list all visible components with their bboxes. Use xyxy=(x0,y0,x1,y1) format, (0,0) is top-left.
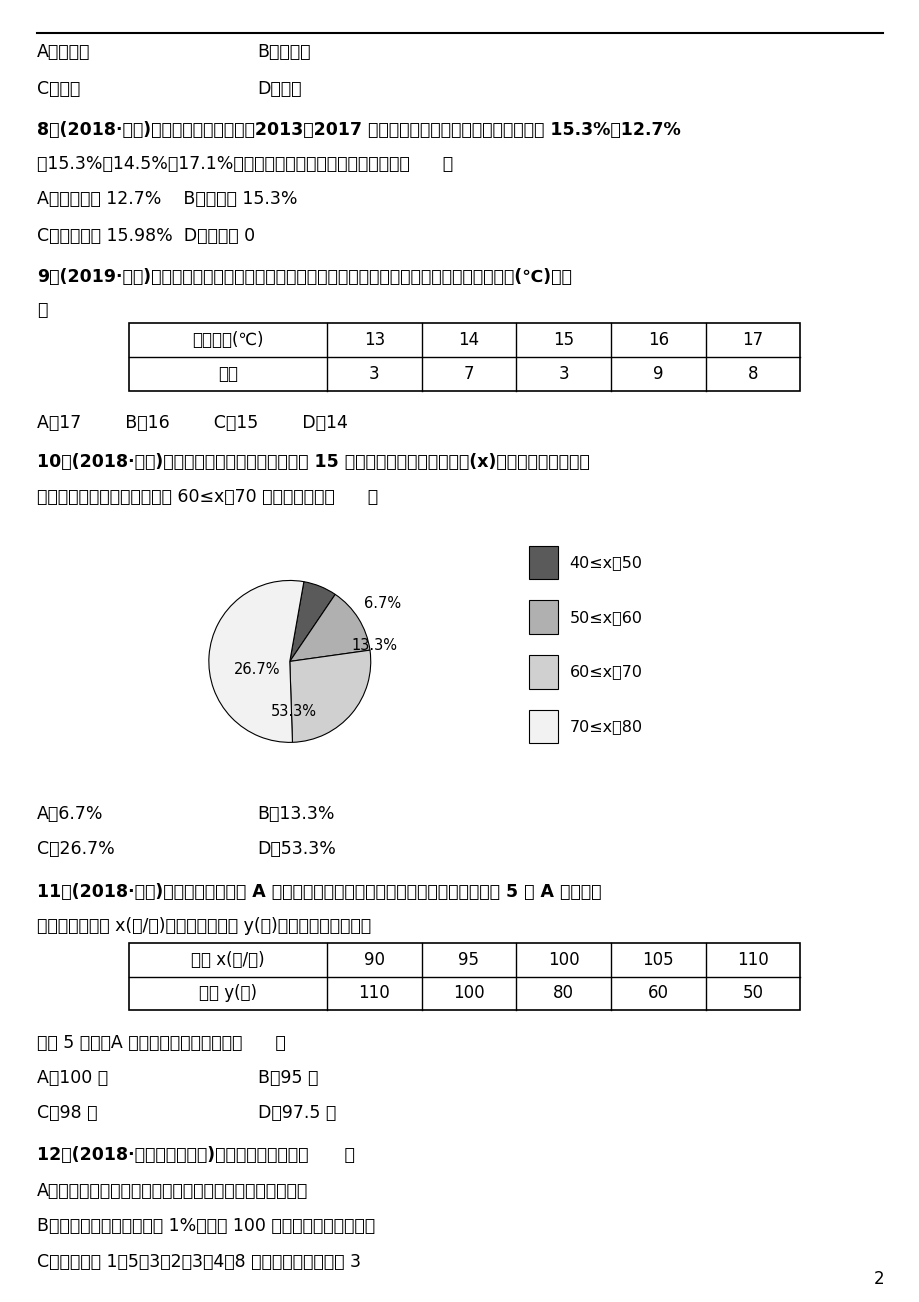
Text: B．13.3%: B．13.3% xyxy=(257,805,335,823)
Text: 售价 x(元/件): 售价 x(元/件) xyxy=(191,950,265,969)
Text: 3: 3 xyxy=(369,365,380,383)
Text: 17: 17 xyxy=(742,331,763,349)
Text: 12．(2018·昆明盘龙区一模)下列说法正确的是（      ）: 12．(2018·昆明盘龙区一模)下列说法正确的是（ ） xyxy=(37,1146,355,1164)
Text: 则这 5 天中，A 产品平均每件的售价为（      ）: 则这 5 天中，A 产品平均每件的售价为（ ） xyxy=(37,1034,285,1052)
Text: 13: 13 xyxy=(363,331,384,349)
Text: D．方差: D．方差 xyxy=(257,79,301,98)
Text: B．95 元: B．95 元 xyxy=(257,1069,318,1087)
Text: 60: 60 xyxy=(647,984,668,1003)
Text: B．某种彩票的中奖机会是 1%，则买 100 张这种彩票一定会中奖: B．某种彩票的中奖机会是 1%，则买 100 张这种彩票一定会中奖 xyxy=(37,1217,375,1236)
Text: 60≤x＜70: 60≤x＜70 xyxy=(569,664,641,680)
Text: 16: 16 xyxy=(647,331,668,349)
Bar xyxy=(528,600,558,634)
Text: 105: 105 xyxy=(641,950,674,969)
Wedge shape xyxy=(289,595,369,661)
Text: C．98 元: C．98 元 xyxy=(37,1104,97,1122)
Text: 15: 15 xyxy=(552,331,573,349)
Text: 2: 2 xyxy=(872,1269,883,1288)
Text: 8．(2018·河南)河南省旅游资源丰富，2013～2017 年旅游收入不断增长，同比增速分别为 15.3%，12.7%: 8．(2018·河南)河南省旅游资源丰富，2013～2017 年旅游收入不断增长… xyxy=(37,121,680,139)
Bar xyxy=(129,943,800,1010)
Text: 14: 14 xyxy=(458,331,479,349)
Text: 销量 y(件): 销量 y(件) xyxy=(199,984,256,1003)
Text: 9．(2019·原创)据统计，某市今年十一月份日平均气温的分布情况如下表，其中频数最高的气温(℃)是（: 9．(2019·原创)据统计，某市今年十一月份日平均气温的分布情况如下表，其中频… xyxy=(37,268,571,286)
Text: ，15.3%，14.5%，17.1%，关于这组数据，下列说法正确的是（      ）: ，15.3%，14.5%，17.1%，关于这组数据，下列说法正确的是（ ） xyxy=(37,155,452,173)
Text: D．97.5 元: D．97.5 元 xyxy=(257,1104,335,1122)
Text: A．平均数: A．平均数 xyxy=(37,43,90,61)
Wedge shape xyxy=(209,581,303,742)
Text: A．6.7%: A．6.7% xyxy=(37,805,103,823)
Text: 8: 8 xyxy=(747,365,757,383)
Wedge shape xyxy=(289,650,370,742)
Text: 50≤x＜60: 50≤x＜60 xyxy=(569,609,641,625)
Text: 平均气温(℃): 平均气温(℃) xyxy=(192,331,264,349)
Bar xyxy=(528,655,558,689)
Text: 10．(2018·柳州)如图是某年参加国际教育评估的 15 个国家学生的数学平均成绩(x)的扇形统计图，由图: 10．(2018·柳州)如图是某年参加国际教育评估的 15 个国家学生的数学平均… xyxy=(37,453,589,471)
Text: 50: 50 xyxy=(742,984,763,1003)
Text: 110: 110 xyxy=(736,950,768,969)
Text: 100: 100 xyxy=(547,950,579,969)
Text: 11．(2018·无锡)某商场为了解产品 A 的销售情况，在上个月的销售记录中，随机抽取了 5 天 A 产品的销: 11．(2018·无锡)某商场为了解产品 A 的销售情况，在上个月的销售记录中，… xyxy=(37,883,601,901)
Text: 售记录，其售价 x(元/件)与对应的销售量 y(件)的全部数据如下表：: 售记录，其售价 x(元/件)与对应的销售量 y(件)的全部数据如下表： xyxy=(37,917,370,935)
Text: A．100 元: A．100 元 xyxy=(37,1069,108,1087)
Text: 26.7%: 26.7% xyxy=(234,661,280,677)
Text: C．一组数据 1，5，3，2，3，4，8 的众数和中位数都是 3: C．一组数据 1，5，3，2，3，4，8 的众数和中位数都是 3 xyxy=(37,1253,360,1271)
Text: A．17        B．16        C．15        D．14: A．17 B．16 C．15 D．14 xyxy=(37,414,347,432)
Wedge shape xyxy=(289,582,335,661)
Text: A．为了解昆明市中学生的睡眠情况，应该采用普查的方式: A．为了解昆明市中学生的睡眠情况，应该采用普查的方式 xyxy=(37,1182,308,1200)
Text: C．众数: C．众数 xyxy=(37,79,80,98)
Bar xyxy=(129,323,800,391)
Text: 13.3%: 13.3% xyxy=(351,638,397,652)
Text: 110: 110 xyxy=(358,984,390,1003)
Text: ）: ） xyxy=(37,301,47,319)
Text: A．中位数是 12.7%    B．众数是 15.3%: A．中位数是 12.7% B．众数是 15.3% xyxy=(37,190,297,208)
Text: 天数: 天数 xyxy=(218,365,238,383)
Text: 80: 80 xyxy=(552,984,573,1003)
Text: 70≤x＜80: 70≤x＜80 xyxy=(569,719,641,734)
Text: D．53.3%: D．53.3% xyxy=(257,840,336,858)
Bar xyxy=(528,546,558,579)
Text: C．平均数是 15.98%  D．方差是 0: C．平均数是 15.98% D．方差是 0 xyxy=(37,227,255,245)
Text: C．26.7%: C．26.7% xyxy=(37,840,115,858)
Text: 9: 9 xyxy=(652,365,663,383)
Text: 100: 100 xyxy=(453,984,484,1003)
Text: 3: 3 xyxy=(558,365,568,383)
Text: 可知，学生的数学平均成绩在 60≤x＜70 之间的国家占（      ）: 可知，学生的数学平均成绩在 60≤x＜70 之间的国家占（ ） xyxy=(37,488,378,506)
Text: 90: 90 xyxy=(363,950,384,969)
Text: B．中位数: B．中位数 xyxy=(257,43,311,61)
Text: 95: 95 xyxy=(458,950,479,969)
Text: 40≤x＜50: 40≤x＜50 xyxy=(569,555,641,570)
Text: 6.7%: 6.7% xyxy=(364,595,401,611)
Bar xyxy=(528,710,558,743)
Text: 53.3%: 53.3% xyxy=(270,704,316,719)
Text: 7: 7 xyxy=(463,365,473,383)
